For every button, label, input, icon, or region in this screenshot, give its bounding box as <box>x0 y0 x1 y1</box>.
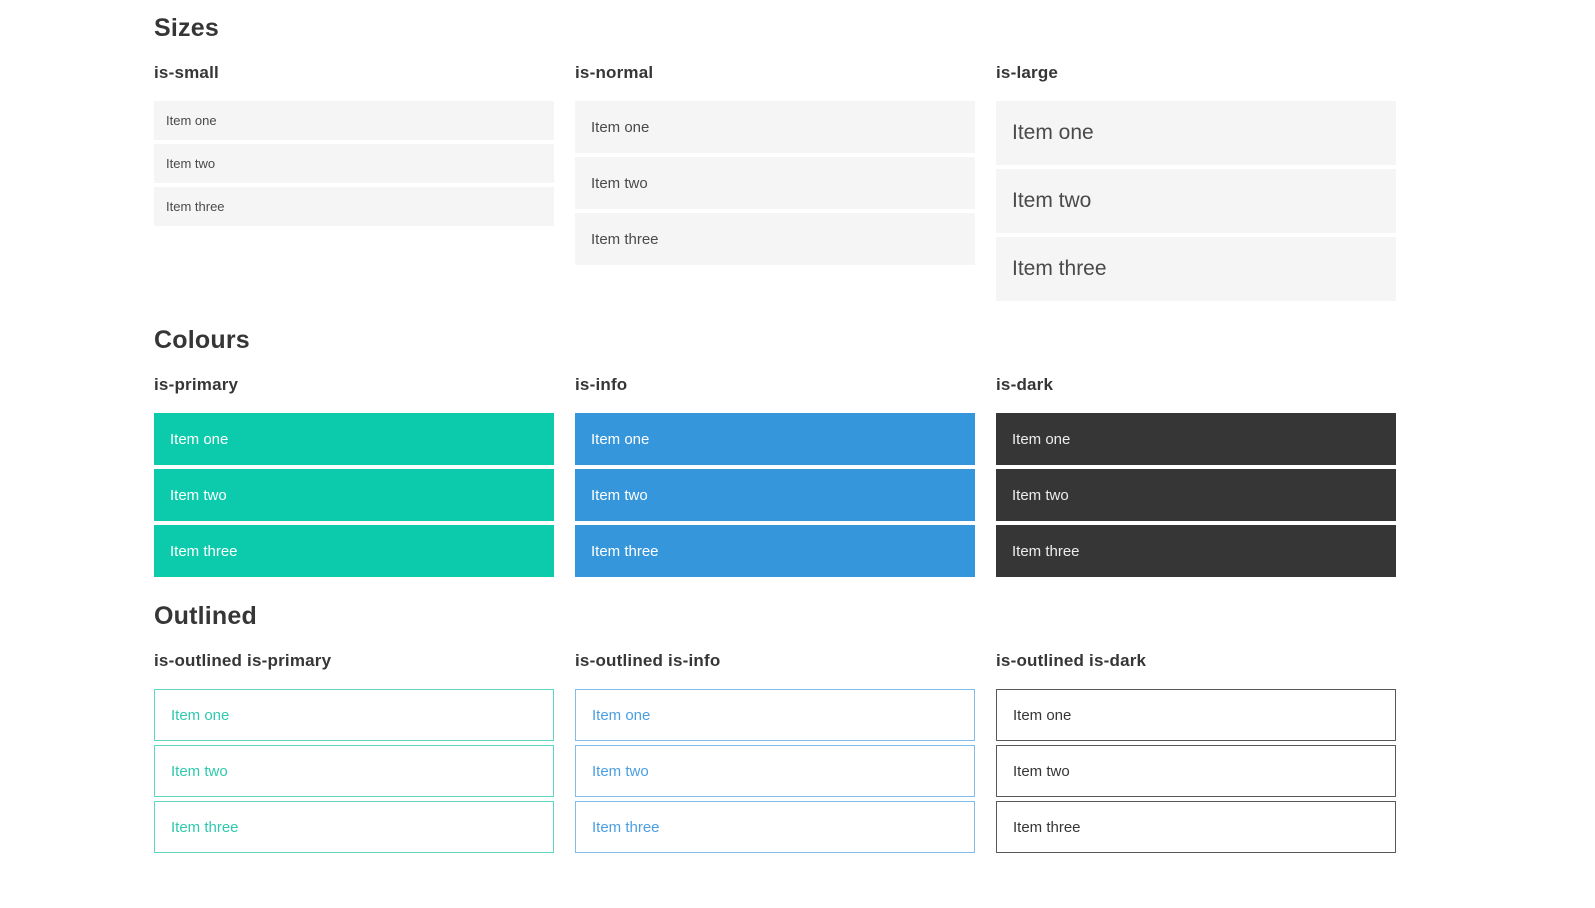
list-item[interactable]: Item two <box>575 157 975 209</box>
examples-row: is-small Item one Item two Item three is-nor… <box>154 62 1396 301</box>
example-is-outlined-is-primary: is-outlined is-primary Item one Item two It… <box>154 650 554 853</box>
example-is-info: is-info Item one Item two Item three <box>575 374 975 577</box>
list-item[interactable]: Item one <box>154 101 554 140</box>
list-item[interactable]: Item three <box>154 525 554 577</box>
example-is-normal: is-normal Item one Item two Item three <box>575 62 975 265</box>
list-item[interactable]: Item three <box>575 213 975 265</box>
example-label: is-dark <box>996 374 1054 394</box>
list-item[interactable]: Item one <box>575 689 975 741</box>
list-is-info: Item one Item two Item three <box>575 413 975 577</box>
list-item[interactable]: Item three <box>154 801 554 853</box>
list-item[interactable]: Item three <box>575 525 975 577</box>
list-is-normal: Item one Item two Item three <box>575 101 975 265</box>
section-sizes: Sizes is-small Item one Item two Item three i… <box>154 14 1595 301</box>
list-item[interactable]: Item two <box>996 469 1396 521</box>
example-label: is-outlined is-info <box>575 650 721 670</box>
example-is-dark: is-dark Item one Item two Item three <box>996 374 1396 577</box>
list-item[interactable]: Item two <box>575 469 975 521</box>
list-is-outlined-is-info: Item one Item two Item three <box>575 689 975 853</box>
list-item[interactable]: Item three <box>996 237 1396 301</box>
example-is-primary: is-primary Item one Item two Item three <box>154 374 554 577</box>
list-item[interactable]: Item one <box>575 101 975 153</box>
list-item[interactable]: Item three <box>154 187 554 226</box>
examples-row: is-primary Item one Item two Item three is-i… <box>154 374 1396 577</box>
list-item[interactable]: Item one <box>154 689 554 741</box>
section-outlined: Outlined is-outlined is-primary Item one It… <box>154 602 1595 853</box>
example-label: is-primary <box>154 374 239 394</box>
list-item[interactable]: Item two <box>575 745 975 797</box>
example-label: is-large <box>996 62 1059 82</box>
list-item[interactable]: Item one <box>996 689 1396 741</box>
list-is-dark: Item one Item two Item three <box>996 413 1396 577</box>
list-item[interactable]: Item one <box>996 101 1396 165</box>
example-label: is-normal <box>575 62 654 82</box>
examples-row: is-outlined is-primary Item one Item two It… <box>154 650 1396 853</box>
example-is-outlined-is-dark: is-outlined is-dark Item one Item two Item … <box>996 650 1396 853</box>
example-label: is-outlined is-dark <box>996 650 1147 670</box>
list-is-primary: Item one Item two Item three <box>154 413 554 577</box>
list-is-outlined-is-primary: Item one Item two Item three <box>154 689 554 853</box>
example-is-large: is-large Item one Item two Item three <box>996 62 1396 301</box>
list-item[interactable]: Item two <box>154 745 554 797</box>
list-item[interactable]: Item two <box>996 745 1396 797</box>
section-title: Outlined <box>154 602 257 630</box>
list-item[interactable]: Item three <box>996 525 1396 577</box>
list-item[interactable]: Item three <box>575 801 975 853</box>
section-colours: Colours is-primary Item one Item two Item th… <box>154 326 1595 577</box>
list-is-small: Item one Item two Item three <box>154 101 554 226</box>
example-label: is-small <box>154 62 219 82</box>
example-label: is-outlined is-primary <box>154 650 332 670</box>
list-item[interactable]: Item one <box>996 413 1396 465</box>
list-item[interactable]: Item two <box>154 144 554 183</box>
example-label: is-info <box>575 374 628 394</box>
example-is-small: is-small Item one Item two Item three <box>154 62 554 226</box>
example-is-outlined-is-info: is-outlined is-info Item one Item two Item … <box>575 650 975 853</box>
section-title: Colours <box>154 326 250 354</box>
list-is-outlined-is-dark: Item one Item two Item three <box>996 689 1396 853</box>
list-is-large: Item one Item two Item three <box>996 101 1396 301</box>
list-item[interactable]: Item one <box>154 413 554 465</box>
list-item[interactable]: Item one <box>575 413 975 465</box>
list-item[interactable]: Item three <box>996 801 1396 853</box>
list-item[interactable]: Item two <box>996 169 1396 233</box>
list-item[interactable]: Item two <box>154 469 554 521</box>
section-title: Sizes <box>154 14 219 42</box>
